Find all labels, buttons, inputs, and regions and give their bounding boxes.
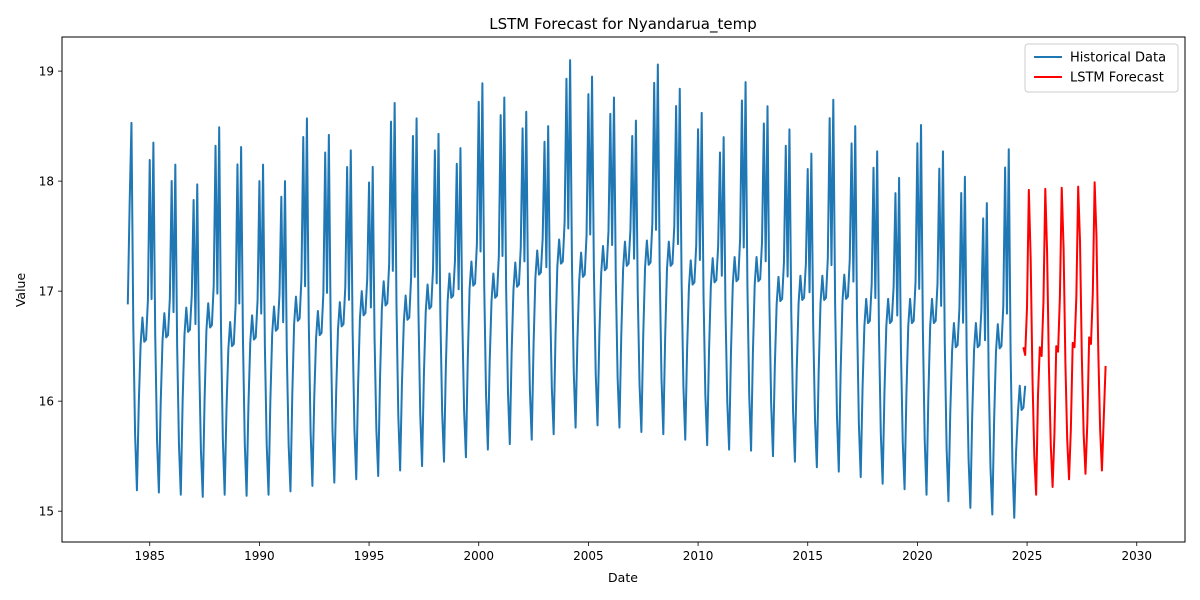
legend-label-forecast: LSTM Forecast [1070, 71, 1164, 86]
series-line-historical [126, 59, 1027, 519]
x-tick-label-1990: 1990 [244, 549, 275, 563]
y-axis-ticks: 15 16 17 18 19 [39, 65, 62, 519]
legend: Historical Data LSTM Forecast [1024, 43, 1179, 93]
y-tick-label-16: 16 [39, 395, 54, 409]
series-line-forecast [1022, 181, 1107, 496]
x-tick-label-2015: 2015 [792, 549, 823, 563]
x-axis-ticks: 1985 1990 1995 2000 2005 2010 2015 2020 2025 2030 [134, 542, 1152, 563]
legend-label-historical: Historical Data [1070, 51, 1166, 66]
y-tick-label-18: 18 [39, 175, 54, 189]
series-layer [126, 59, 1107, 519]
plot-area [61, 36, 1186, 543]
x-axis-label: Date [608, 570, 638, 585]
x-tick-label-2000: 2000 [463, 549, 494, 563]
x-tick-label-2010: 2010 [683, 549, 714, 563]
y-tick-label-19: 19 [39, 65, 54, 79]
x-tick-label-1995: 1995 [354, 549, 385, 563]
x-tick-label-2020: 2020 [902, 549, 933, 563]
x-tick-label-2030: 2030 [1121, 549, 1152, 563]
x-tick-label-2005: 2005 [573, 549, 604, 563]
x-tick-label-1985: 1985 [134, 549, 165, 563]
y-tick-label-17: 17 [39, 285, 54, 299]
legend-box [1024, 43, 1179, 93]
y-axis-label: Value [13, 273, 28, 308]
plot-frame [61, 36, 1186, 543]
x-tick-label-2025: 2025 [1012, 549, 1043, 563]
chart-title: LSTM Forecast for Nyandarua_temp [489, 15, 757, 34]
y-tick-label-15: 15 [39, 505, 54, 519]
